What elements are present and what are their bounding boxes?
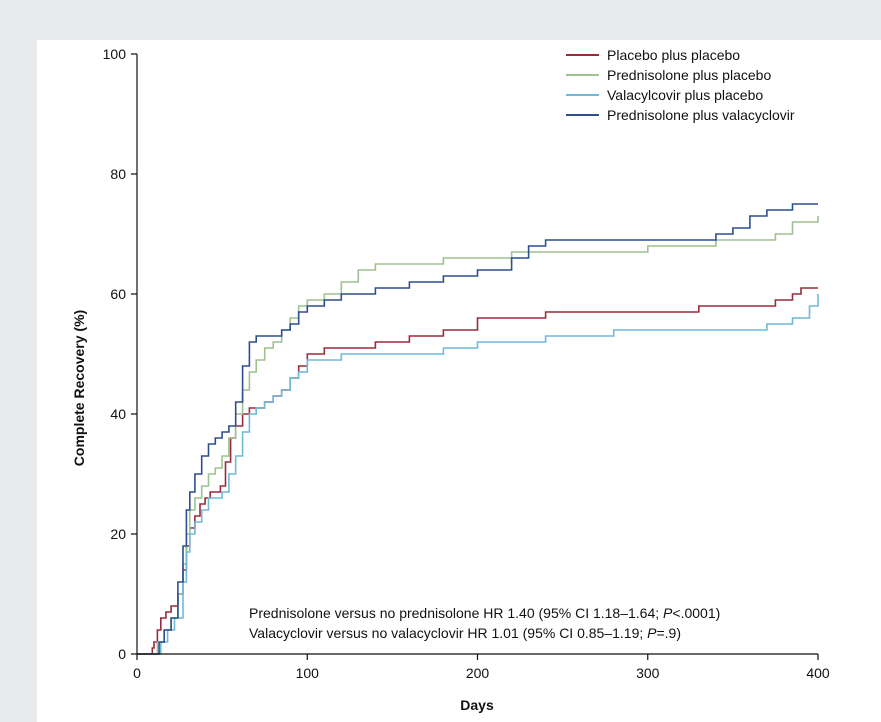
x-tick-label: 400	[806, 665, 830, 681]
series-line-2	[137, 216, 819, 655]
y-tick-label: 100	[103, 46, 127, 62]
annotation-part: =.9)	[656, 625, 681, 641]
legend-label: Valacylcovir plus placebo	[607, 87, 763, 103]
legend-label: Prednisolone plus valacyclovir	[607, 107, 795, 123]
y-tick-label: 40	[110, 406, 126, 422]
hr-annotation: Prednisolone versus no prednisolone HR 1…	[249, 605, 720, 621]
annotation-part: P	[647, 625, 657, 641]
y-tick-label: 0	[118, 646, 126, 662]
annotation-part: Prednisolone versus no prednisolone HR 1…	[249, 605, 663, 621]
y-tick-label: 20	[110, 526, 126, 542]
legend: Placebo plus placebo Prednisolone plus pl…	[566, 47, 795, 123]
annotation-part: Valacyclovir versus no valacyclovir HR 1…	[249, 625, 647, 641]
chart-panel: 0 100 200 300 400 0 20 40 60 80 100 Placebo plus p…	[37, 40, 881, 722]
x-tick-label: 300	[636, 665, 660, 681]
x-tick-label: 200	[466, 665, 490, 681]
hr-annotation: Valacyclovir versus no valacyclovir HR 1…	[249, 625, 681, 641]
legend-label: Placebo plus placebo	[607, 47, 740, 63]
series-line-3	[137, 294, 819, 655]
axes: 0 100 200 300 400 0 20 40 60 80 100	[103, 46, 830, 681]
series-line-4	[137, 203, 818, 655]
x-axis-title: Days	[460, 697, 494, 713]
x-tick-label: 0	[133, 665, 141, 681]
y-axis-title: Complete Recovery (%)	[71, 310, 87, 466]
annotation-part: <.0001)	[672, 605, 720, 621]
x-tick-label: 100	[296, 665, 320, 681]
plot-area	[137, 203, 819, 655]
recovery-chart: 0 100 200 300 400 0 20 40 60 80 100 Placebo plus p…	[71, 46, 830, 713]
y-tick-label: 80	[110, 166, 126, 182]
legend-label: Prednisolone plus placebo	[607, 67, 771, 83]
annotations: Prednisolone versus no prednisolone HR 1…	[249, 605, 720, 641]
y-tick-label: 60	[110, 286, 126, 302]
annotation-part: P	[663, 605, 673, 621]
